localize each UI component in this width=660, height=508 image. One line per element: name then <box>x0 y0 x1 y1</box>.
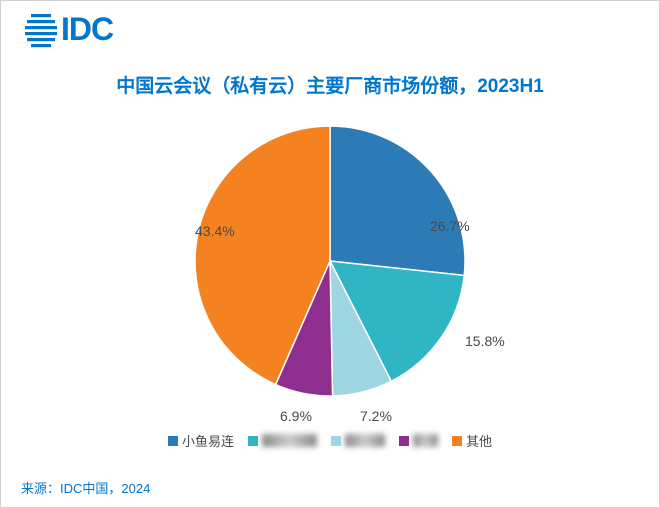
legend-swatch-vendor2 <box>248 436 258 446</box>
legend-label-other: 其他 <box>466 431 492 450</box>
legend-label-vendor3 <box>345 434 385 447</box>
pie-label-vendor4: 6.9% <box>280 408 312 424</box>
legend-item-other: 其他 <box>452 431 492 450</box>
legend-swatch-other <box>452 436 462 446</box>
pie-label-other: 43.4% <box>195 223 235 239</box>
legend-label-vendor4 <box>413 434 438 447</box>
pie-chart: 26.7% 15.8% 7.2% 6.9% 43.4% <box>1 101 659 421</box>
pie-label-vendor2: 15.8% <box>465 333 505 349</box>
chart-title: 中国云会议（私有云）主要厂商市场份额，2023H1 <box>1 71 659 98</box>
chart-legend: 小鱼易连 其他 <box>1 431 659 450</box>
legend-label-vendor2 <box>262 434 317 447</box>
logo: IDC <box>21 11 113 48</box>
pie-slice-xiaoyu <box>330 126 465 275</box>
legend-label-xiaoyu: 小鱼易连 <box>182 431 234 450</box>
legend-swatch-vendor4 <box>399 436 409 446</box>
idc-globe-icon <box>21 12 61 48</box>
pie-label-xiaoyu: 26.7% <box>430 218 470 234</box>
legend-swatch-vendor3 <box>331 436 341 446</box>
pie-label-vendor3: 7.2% <box>360 408 392 424</box>
logo-text: IDC <box>61 11 113 48</box>
legend-item-xiaoyu: 小鱼易连 <box>168 431 234 450</box>
source-text: 来源：IDC中国，2024 <box>21 478 150 497</box>
legend-item-vendor3 <box>331 434 385 447</box>
legend-swatch-xiaoyu <box>168 436 178 446</box>
pie-chart-svg: 26.7% 15.8% 7.2% 6.9% 43.4% <box>30 101 630 431</box>
legend-item-vendor2 <box>248 434 317 447</box>
legend-item-vendor4 <box>399 434 438 447</box>
